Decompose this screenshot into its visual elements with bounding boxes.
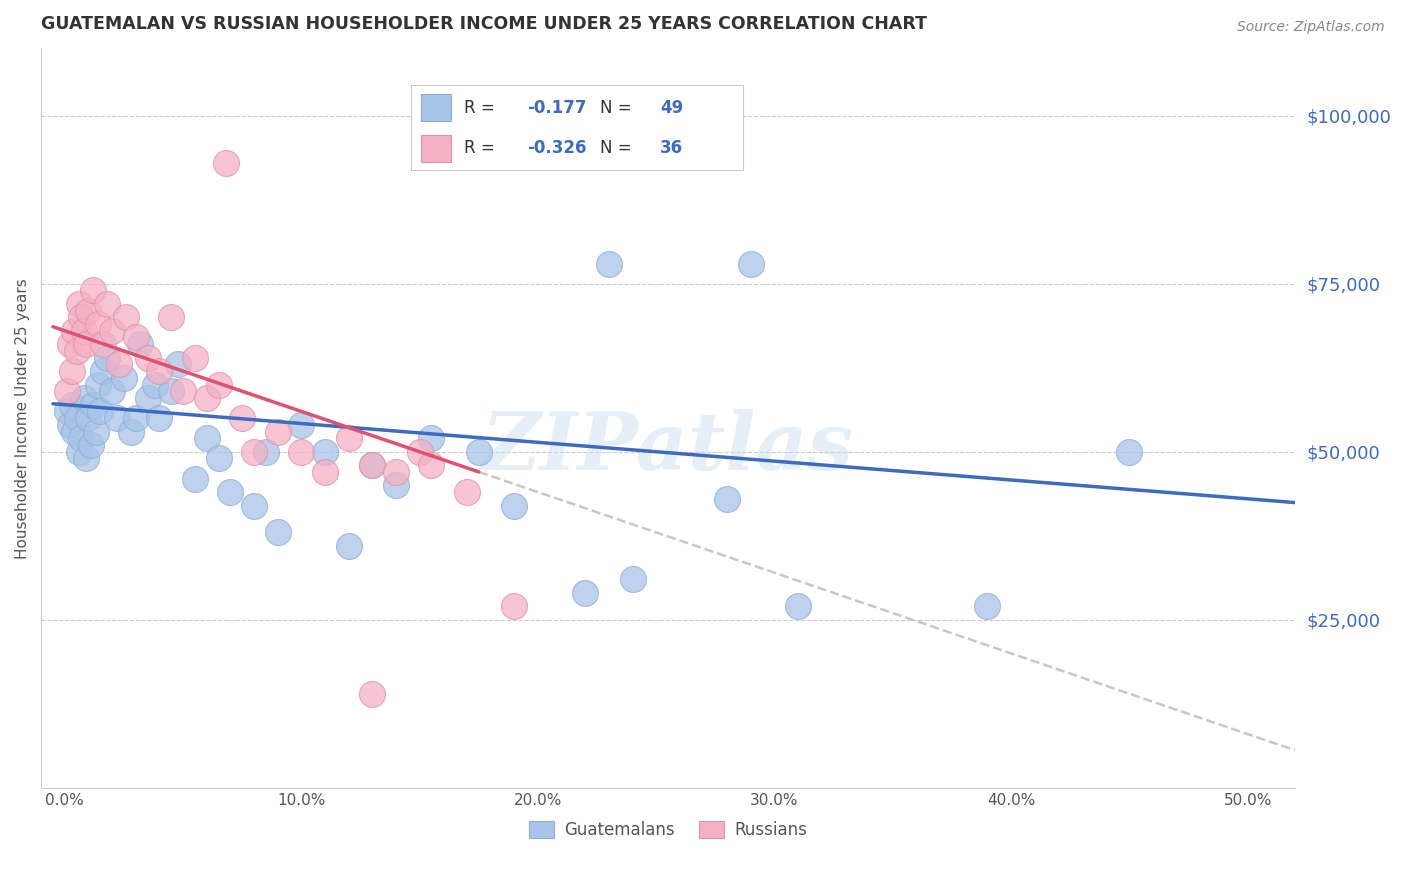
Point bbox=[105, 411, 128, 425]
Point bbox=[67, 297, 90, 311]
Point bbox=[184, 472, 207, 486]
Point bbox=[503, 599, 526, 614]
Point bbox=[1118, 444, 1140, 458]
Point bbox=[101, 324, 124, 338]
Point bbox=[108, 357, 131, 371]
Point bbox=[160, 310, 183, 325]
Point bbox=[112, 371, 135, 385]
Point bbox=[314, 444, 336, 458]
Point bbox=[84, 425, 107, 439]
Point bbox=[314, 465, 336, 479]
Point bbox=[787, 599, 810, 614]
Point bbox=[77, 411, 100, 425]
Text: ZIPatlas: ZIPatlas bbox=[482, 409, 853, 486]
Point bbox=[420, 458, 443, 473]
Point bbox=[75, 451, 97, 466]
Y-axis label: Householder Income Under 25 years: Householder Income Under 25 years bbox=[15, 277, 30, 558]
Point bbox=[337, 539, 360, 553]
Point bbox=[148, 364, 170, 378]
Point bbox=[214, 155, 236, 169]
Point bbox=[63, 425, 86, 439]
Point bbox=[231, 411, 253, 425]
Point bbox=[219, 485, 242, 500]
Text: GUATEMALAN VS RUSSIAN HOUSEHOLDER INCOME UNDER 25 YEARS CORRELATION CHART: GUATEMALAN VS RUSSIAN HOUSEHOLDER INCOME… bbox=[41, 15, 927, 33]
Point bbox=[716, 491, 738, 506]
Point bbox=[740, 256, 762, 270]
Point bbox=[207, 377, 229, 392]
Point bbox=[290, 444, 312, 458]
Point bbox=[65, 411, 87, 425]
Point bbox=[172, 384, 194, 399]
Point bbox=[120, 425, 142, 439]
Point bbox=[574, 586, 596, 600]
Point bbox=[456, 485, 478, 500]
Point bbox=[160, 384, 183, 399]
Point bbox=[195, 391, 218, 405]
Point bbox=[91, 364, 114, 378]
Point bbox=[65, 343, 87, 358]
Point bbox=[77, 303, 100, 318]
Point bbox=[58, 337, 80, 351]
Point bbox=[167, 357, 190, 371]
Point bbox=[75, 337, 97, 351]
Point bbox=[87, 377, 110, 392]
Text: Source: ZipAtlas.com: Source: ZipAtlas.com bbox=[1237, 20, 1385, 34]
Point bbox=[503, 499, 526, 513]
Legend: Guatemalans, Russians: Guatemalans, Russians bbox=[522, 814, 814, 846]
Point bbox=[67, 444, 90, 458]
Point bbox=[408, 444, 430, 458]
Point bbox=[96, 297, 118, 311]
Point bbox=[125, 411, 148, 425]
Point bbox=[195, 431, 218, 445]
Point bbox=[80, 438, 103, 452]
Point bbox=[267, 525, 290, 540]
Point bbox=[125, 330, 148, 344]
Point bbox=[337, 431, 360, 445]
Point bbox=[361, 458, 384, 473]
Point bbox=[243, 444, 266, 458]
Point bbox=[60, 398, 83, 412]
Point bbox=[468, 444, 491, 458]
Point bbox=[82, 284, 104, 298]
Point bbox=[621, 573, 644, 587]
Point bbox=[56, 404, 79, 418]
Point bbox=[385, 478, 408, 492]
Point bbox=[598, 256, 620, 270]
Point bbox=[63, 324, 86, 338]
Point bbox=[115, 310, 138, 325]
Point bbox=[148, 411, 170, 425]
Point bbox=[385, 465, 408, 479]
Point bbox=[184, 351, 207, 365]
Point bbox=[101, 384, 124, 399]
Point bbox=[82, 398, 104, 412]
Point bbox=[70, 431, 93, 445]
Point bbox=[361, 458, 384, 473]
Point bbox=[136, 351, 159, 365]
Point bbox=[96, 351, 118, 365]
Point bbox=[267, 425, 290, 439]
Point bbox=[73, 391, 96, 405]
Point bbox=[290, 417, 312, 432]
Point bbox=[60, 364, 83, 378]
Point bbox=[243, 499, 266, 513]
Point bbox=[89, 404, 111, 418]
Point bbox=[361, 687, 384, 701]
Point bbox=[207, 451, 229, 466]
Point bbox=[70, 310, 93, 325]
Point bbox=[87, 317, 110, 331]
Point bbox=[976, 599, 998, 614]
Point bbox=[58, 417, 80, 432]
Point bbox=[129, 337, 152, 351]
Point bbox=[91, 337, 114, 351]
Point bbox=[254, 444, 277, 458]
Point bbox=[56, 384, 79, 399]
Point bbox=[73, 324, 96, 338]
Point bbox=[136, 391, 159, 405]
Point bbox=[420, 431, 443, 445]
Point bbox=[143, 377, 166, 392]
